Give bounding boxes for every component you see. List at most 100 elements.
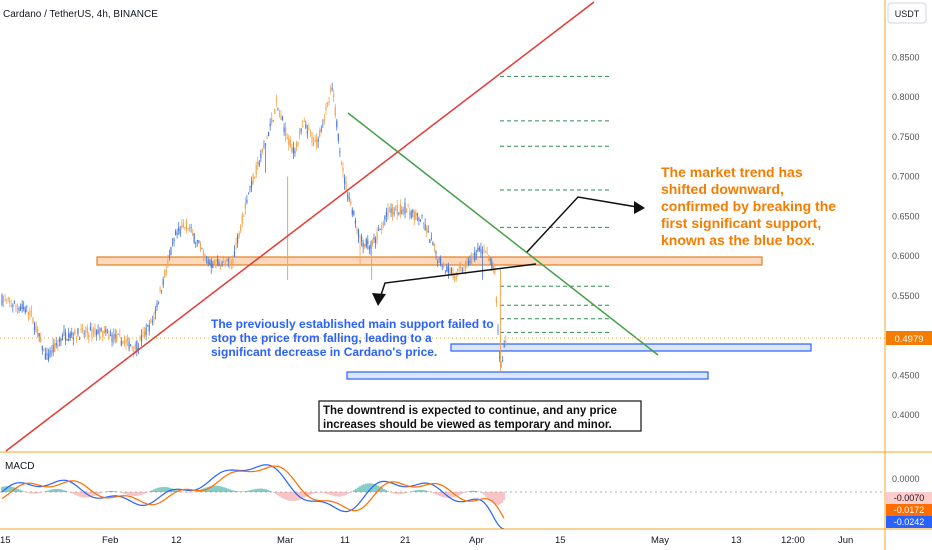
candle-206: [320, 125, 322, 133]
candle-240: [373, 233, 375, 244]
macd-bar-224: [449, 492, 451, 498]
macd-bar-65: [131, 492, 133, 496]
time-axis[interactable]: 15 Feb 12 Mar 11 21 Apr 15 May 13 12:00 Jun: [0, 535, 853, 546]
candle-145: [226, 257, 228, 263]
blue-box-upper[interactable]: [450, 343, 812, 352]
macd-bar-81: [163, 486, 165, 492]
currency-button[interactable]: [887, 2, 927, 24]
macd-bar-251: [503, 492, 505, 501]
candle-122: [190, 223, 192, 233]
macd-bar-156: [313, 492, 315, 494]
candle-5: [9, 297, 11, 308]
macd-bar-217: [435, 492, 437, 495]
candle-109: [170, 246, 172, 256]
macd-bar-48: [97, 492, 99, 495]
candle-249: [387, 202, 389, 221]
macd-bar-7: [15, 488, 17, 492]
candle-221: [343, 174, 346, 190]
symbol-title: Cardano / TetherUS, 4h, BINANCE: [3, 9, 158, 20]
candle-271: [421, 214, 423, 220]
price-axis[interactable]: 0.8500 0.8000 0.7500 0.7000 0.6500 0.6000 0.55…: [892, 52, 920, 420]
candle-118: [184, 226, 186, 231]
candle-246: [382, 220, 384, 229]
macd-bar-234: [469, 491, 471, 492]
candle-261: [405, 208, 408, 213]
candle-260: [404, 198, 406, 219]
macd-bar-55: [111, 490, 113, 492]
macd-bar-1: [3, 486, 5, 492]
macd-bar-206: [413, 490, 415, 492]
candle-34: [54, 339, 56, 353]
price-tick-1: 0.8000: [892, 92, 920, 102]
macd-bar-176: [353, 490, 355, 492]
candle-68: [106, 328, 108, 334]
resistance-trendline[interactable]: [347, 112, 659, 356]
candle-163: [254, 176, 256, 179]
candle-60: [94, 323, 96, 338]
macd-bar-15: [31, 492, 33, 494]
candle-281: [436, 259, 439, 267]
candle-170: [264, 143, 267, 173]
candle-194: [302, 119, 304, 128]
candle-89: [139, 335, 141, 341]
macd-bar-34: [69, 492, 71, 493]
candle-13: [21, 300, 23, 313]
macd-bar-115: [231, 489, 233, 492]
macd-bar-192: [385, 490, 387, 492]
candle-165: [257, 156, 259, 170]
macd-bar-89: [179, 491, 181, 492]
pointer-arrow-right: [526, 196, 644, 253]
candle-313: [486, 246, 488, 255]
macd-bar-202: [405, 492, 407, 494]
candle-259: [402, 206, 405, 216]
macd-bar-138: [277, 492, 279, 496]
candle-219: [340, 160, 343, 166]
macd-bar-250: [501, 492, 503, 503]
candle-311: [483, 244, 485, 254]
candle-14: [23, 300, 25, 312]
macd-bar-227: [455, 492, 457, 497]
macd-bar-97: [195, 491, 197, 492]
macd-bar-39: [79, 492, 81, 497]
candle-94: [147, 324, 149, 327]
candle-323: [502, 356, 504, 363]
macd-bar-137: [275, 492, 277, 495]
candle-57: [89, 322, 91, 332]
macd-bar-32: [65, 490, 67, 492]
candle-108: [168, 249, 170, 261]
candle-85: [133, 345, 135, 358]
macd-bar-183: [367, 483, 369, 492]
price-tick-5: 0.6000: [892, 251, 920, 261]
candle-87: [136, 339, 138, 357]
candle-184: [286, 133, 288, 140]
candle-268: [416, 212, 418, 222]
candle-113: [176, 228, 178, 239]
candle-117: [182, 219, 184, 229]
candle-6: [10, 299, 12, 308]
candle-125: [195, 241, 197, 249]
macd-bar-49: [99, 492, 101, 494]
macd-bar-164: [329, 492, 331, 495]
candle-315: [489, 256, 491, 265]
orange-support-zone[interactable]: [96, 256, 763, 266]
candle-186: [289, 136, 291, 148]
target-levels: [497, 75, 610, 376]
candle-164: [255, 161, 257, 179]
macd-badge-1-label: -0.0070: [894, 493, 925, 503]
candle-53: [83, 329, 85, 338]
macd-bar-151: [303, 492, 305, 498]
support-trendline[interactable]: [5, 1, 595, 452]
candle-162: [252, 172, 254, 186]
blue-box-lower[interactable]: [346, 371, 709, 380]
candle-41: [64, 328, 67, 346]
macd-bar-125: [251, 489, 253, 492]
candle-199: [309, 129, 312, 138]
candle-183: [285, 122, 287, 142]
candle-208: [323, 113, 325, 125]
current-price-label: 0.4979: [894, 334, 923, 345]
signal-line: [1, 465, 505, 519]
candle-61: [95, 329, 98, 341]
macd-bar-136: [273, 492, 275, 493]
black-annotation[interactable]: The downtrend is expected to continue, a…: [318, 400, 642, 432]
